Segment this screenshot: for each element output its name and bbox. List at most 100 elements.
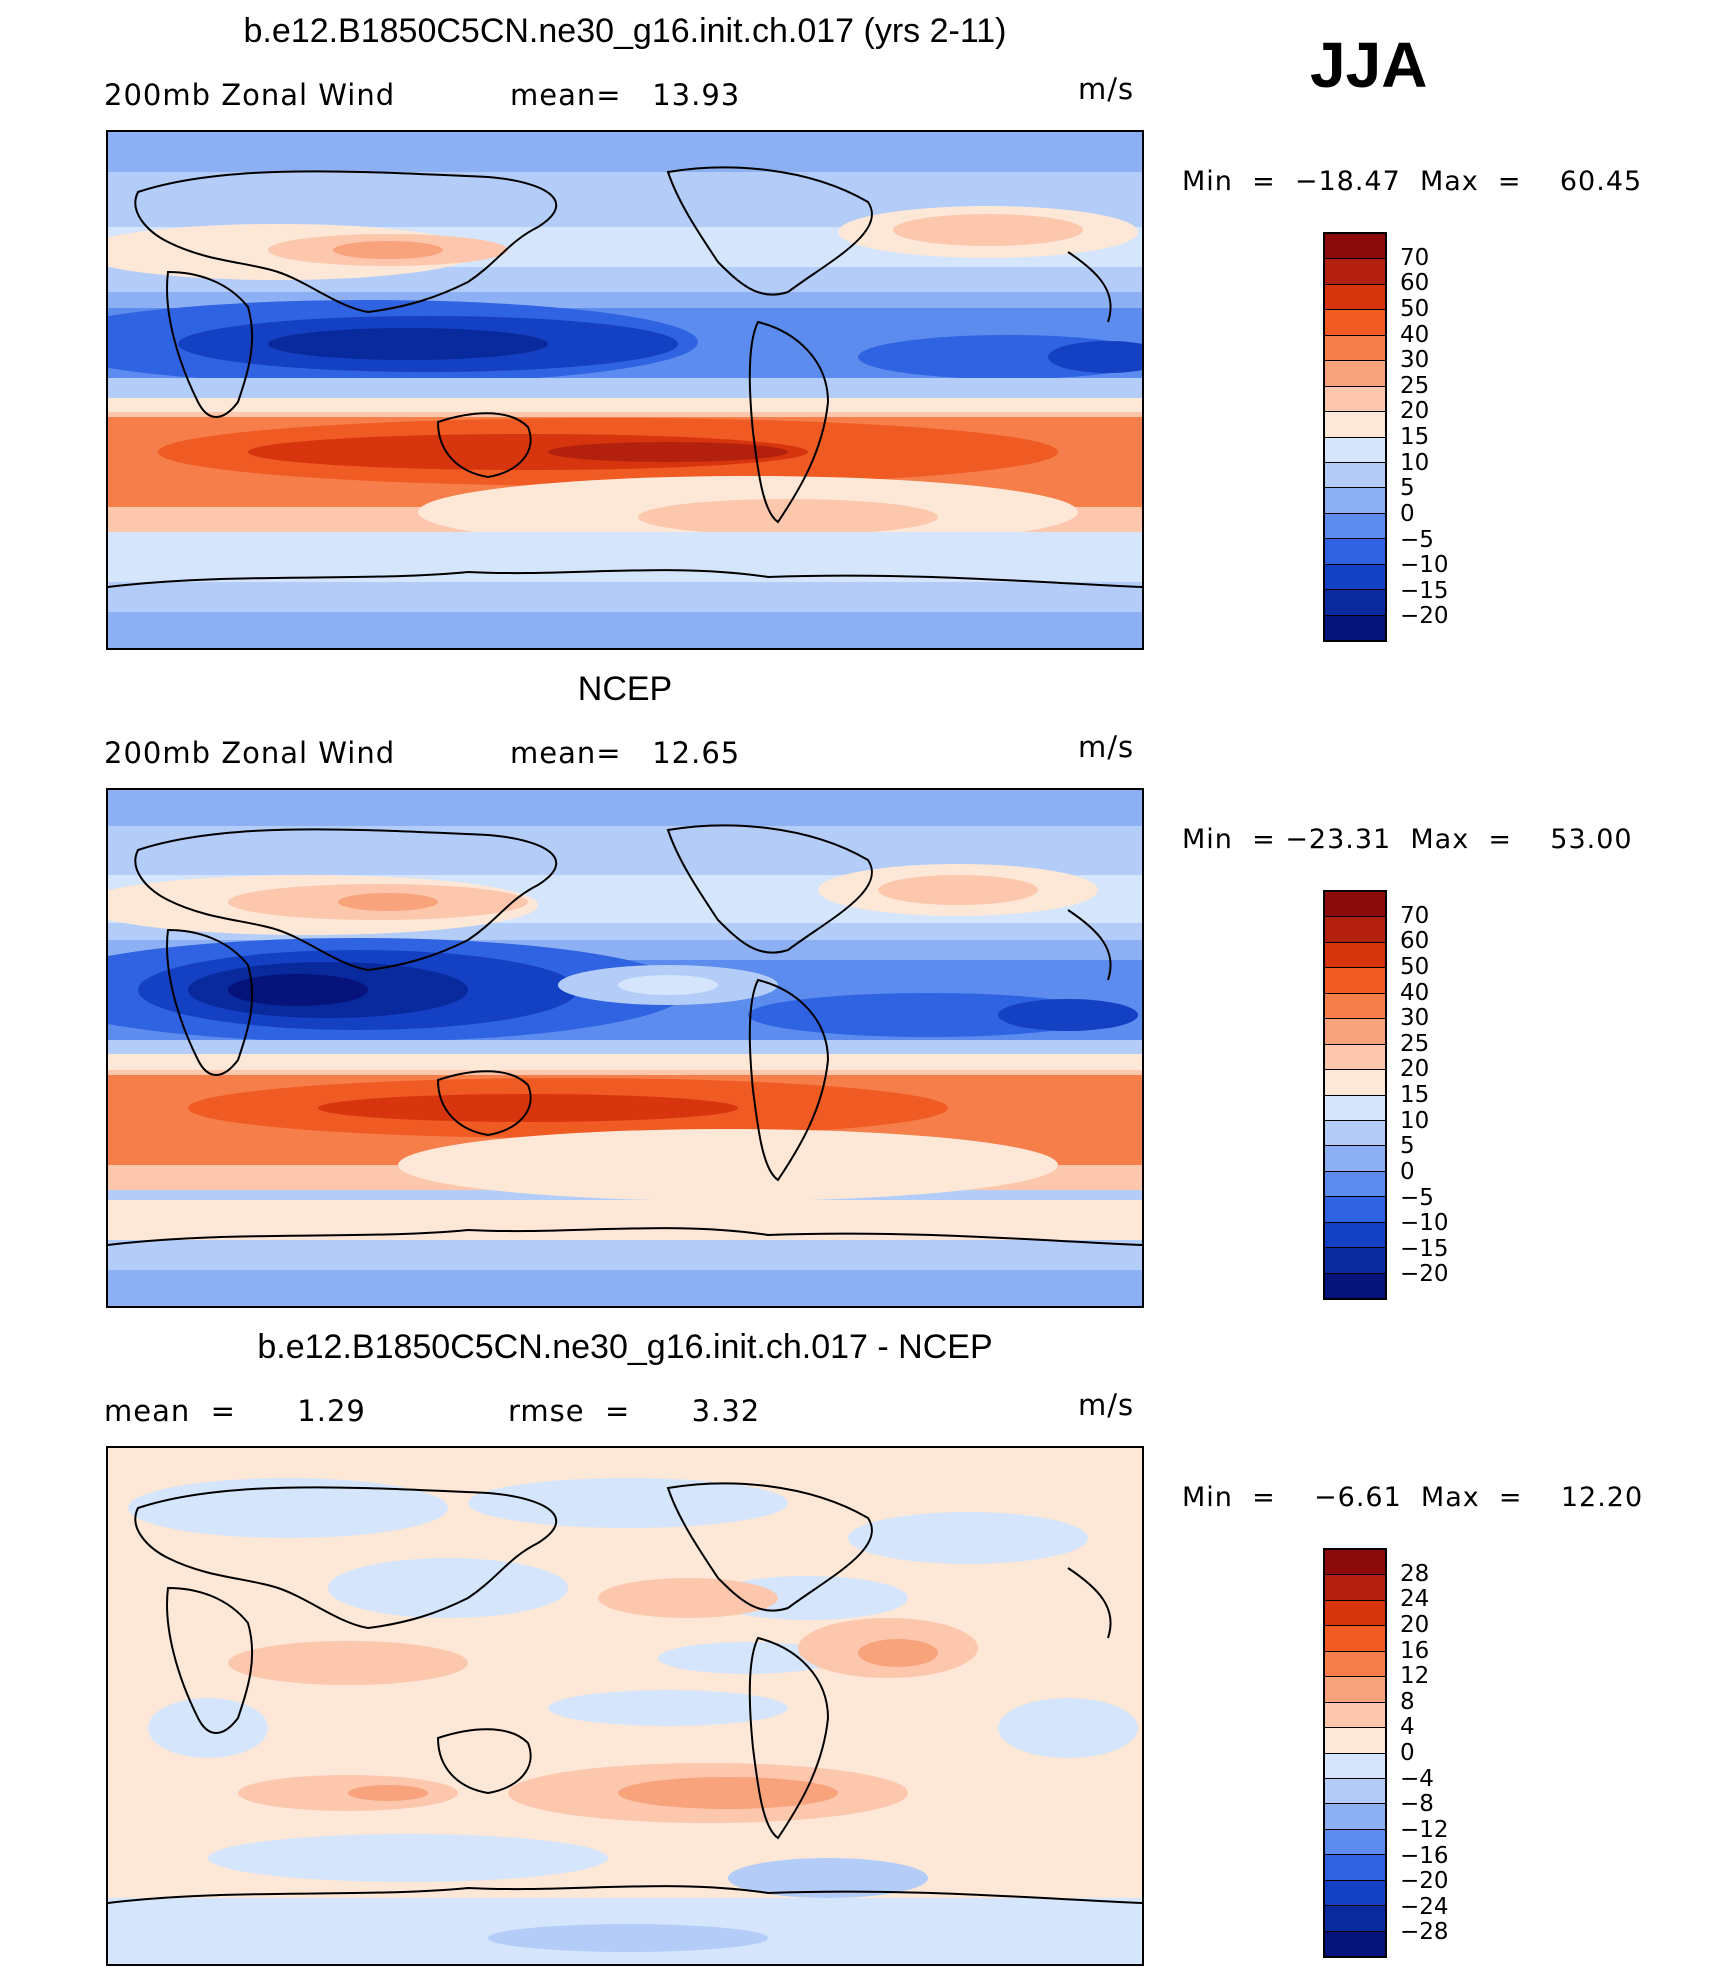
panel-2-units-label: m/s [1078,730,1135,764]
colorbar-cell [1325,1120,1385,1147]
colorbar-cell [1325,1651,1385,1678]
panel-1-minmax: Min = −18.47 Max = 60.45 [1182,166,1643,197]
panel-3-mean-label: mean = 1.29 [104,1394,366,1428]
colorbar-tick-label: −15 [1400,1235,1449,1262]
colorbar-cell [1325,488,1385,514]
colorbar-cell [1325,892,1385,918]
colorbar-cell [1325,259,1385,285]
colorbar-cell [1325,310,1385,336]
colorbar-cell [1325,917,1385,943]
colorbar-cell [1325,1575,1385,1601]
panel-2-mean-label: mean= 12.65 [510,736,741,770]
colorbar-tick-label: 28 [1400,1560,1430,1587]
colorbar-tick-label: 70 [1400,902,1430,929]
panel-3-colorbar [1323,1548,1387,1958]
colorbar-tick-label: 50 [1400,295,1430,322]
colorbar-tick-label: 24 [1400,1586,1430,1613]
panel-2-variable-label: 200mb Zonal Wind [104,736,396,770]
colorbar-tick-label: −4 [1400,1765,1434,1792]
colorbar-tick-label: 20 [1400,1611,1430,1638]
colorbar-cell [1325,1880,1385,1907]
panel-1-mean-label: mean= 13.93 [510,78,741,112]
colorbar-cell [1325,1095,1385,1121]
panel-3-rmse-label: rmse = 3.32 [508,1394,761,1428]
colorbar-cell [1325,437,1385,463]
colorbar-tick-label: −10 [1400,552,1449,579]
panel-1-title: b.e12.B1850C5CN.ne30_g16.init.ch.017 (yr… [243,12,1007,50]
colorbar-tick-label: 0 [1400,1740,1415,1766]
colorbar-cell [1325,1146,1385,1172]
panel-3-colorbar-labels: 28 24 20 16 12 8 4 0 −4 −8 −12 −16 −20 −24 −28 [1400,1548,1520,1958]
colorbar-cell [1325,1906,1385,1932]
colorbar-tick-label: 15 [1400,1082,1430,1108]
colorbar-cell [1325,1702,1385,1729]
colorbar-tick-label: 0 [1400,500,1415,527]
colorbar-cell [1325,1019,1385,1045]
colorbar-tick-label: 50 [1400,953,1430,980]
panel-3-contour-field [108,1448,1142,1964]
colorbar-cell [1325,386,1385,413]
colorbar-tick-label: −20 [1400,1261,1449,1288]
panel-2-colorbar [1323,890,1387,1300]
colorbar-cell [1325,1855,1385,1881]
colorbar-cell [1325,539,1385,565]
colorbar-tick-label: 60 [1400,270,1430,297]
panel-1-colorbar-labels: 70 60 50 40 30 25 20 15 10 5 0 −5 −10 −15 −20 [1400,232,1520,642]
colorbar-tick-label: 40 [1400,979,1430,1006]
panel-2-contour-field [108,790,1142,1306]
colorbar-cell [1325,1070,1385,1096]
colorbar-tick-label: −20 [1400,603,1449,630]
colorbar-cell [1325,564,1385,591]
colorbar-cell [1325,361,1385,387]
colorbar-tick-label: −5 [1400,1184,1434,1211]
colorbar-tick-label: 5 [1400,1133,1415,1160]
panel-2-map [106,788,1144,1308]
panel-2-title: NCEP [577,670,673,708]
colorbar-tick-label: 25 [1400,372,1430,399]
colorbar-tick-label: −12 [1400,1816,1449,1843]
colorbar-tick-label: −28 [1400,1919,1449,1946]
season-label: JJA [1310,29,1428,101]
colorbar-cell [1325,1829,1385,1856]
panel-1-colorbar [1323,232,1387,642]
colorbar-tick-label: −24 [1400,1893,1449,1920]
panel-3-units-label: m/s [1078,1388,1135,1422]
panel-1-variable-label: 200mb Zonal Wind [104,78,396,112]
panel-2-colorbar-labels: 70 60 50 40 30 25 20 15 10 5 0 −5 −10 −15 −20 [1400,890,1520,1300]
panel-1-units-label: m/s [1078,72,1135,106]
colorbar-cell [1325,1778,1385,1805]
colorbar-tick-label: 30 [1400,347,1430,374]
colorbar-cell [1325,1804,1385,1830]
panel-3-map [106,1446,1144,1966]
colorbar-cell [1325,590,1385,616]
colorbar-tick-label: 0 [1400,1158,1415,1185]
panel-2-coastlines [108,824,1142,1246]
colorbar-tick-label: 60 [1400,928,1430,955]
colorbar-cell [1325,284,1385,311]
colorbar-tick-label: 10 [1400,1107,1430,1134]
colorbar-cell [1325,942,1385,969]
panel-1-contour-field [108,132,1142,648]
colorbar-cell [1325,615,1385,640]
colorbar-tick-label: 16 [1400,1637,1430,1664]
colorbar-cell [1325,412,1385,438]
colorbar-tick-label: −16 [1400,1842,1449,1869]
colorbar-tick-label: −8 [1400,1791,1434,1818]
panel-1-coastlines [108,166,1142,588]
panel-3-title: b.e12.B1850C5CN.ne30_g16.init.ch.017 - N… [257,1328,993,1366]
colorbar-tick-label: 70 [1400,244,1430,271]
colorbar-cell [1325,1728,1385,1754]
colorbar-cell [1325,1626,1385,1652]
colorbar-cell [1325,513,1385,540]
colorbar-cell [1325,234,1385,260]
colorbar-cell [1325,1044,1385,1071]
panel-2-minmax: Min = −23.31 Max = 53.00 [1182,824,1633,855]
colorbar-tick-label: 20 [1400,1056,1430,1083]
colorbar-cell [1325,462,1385,489]
colorbar-tick-label: 4 [1400,1714,1415,1741]
colorbar-tick-label: 12 [1400,1663,1430,1690]
colorbar-cell [1325,1931,1385,1956]
panel-1-map [106,130,1144,650]
colorbar-cell [1325,993,1385,1020]
colorbar-tick-label: −5 [1400,526,1434,553]
